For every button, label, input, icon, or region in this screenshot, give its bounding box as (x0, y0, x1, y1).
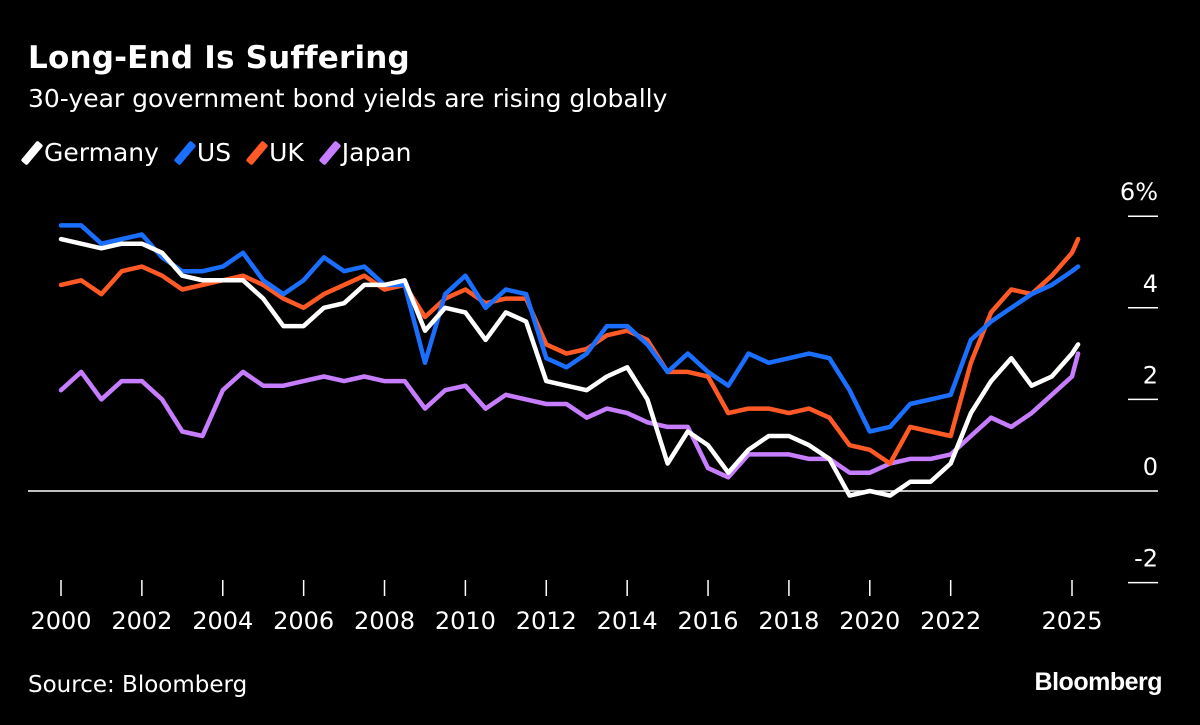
legend-label: UK (269, 138, 304, 167)
y-tick-label: 0 (1143, 453, 1158, 481)
x-tick-label: 2002 (111, 607, 172, 635)
legend-item-japan: Japan (318, 138, 412, 167)
x-tick-label: 2018 (758, 607, 819, 635)
series-line-germany (58, 236, 1081, 498)
series-line-japan (58, 351, 1081, 480)
legend-label: Germany (44, 138, 159, 167)
x-tick-label: 2022 (920, 607, 981, 635)
x-tick-label: 2025 (1041, 607, 1102, 635)
x-tick-label: 2008 (354, 607, 415, 635)
x-tick-label: 2000 (30, 607, 91, 635)
bloomberg-logo: Bloomberg (1034, 668, 1163, 696)
chart-title: Long-End Is Suffering (28, 40, 410, 76)
x-tick-label: 2020 (839, 607, 900, 635)
source-note: Source: Bloomberg (28, 672, 248, 698)
x-tick-label: 2010 (435, 607, 496, 635)
x-tick-label: 2014 (597, 607, 658, 635)
x-tick-label: 2016 (678, 607, 739, 635)
legend-item-germany: Germany (20, 138, 159, 167)
x-tick-label: 2006 (273, 607, 334, 635)
chart-subtitle: 30-year government bond yields are risin… (28, 84, 668, 113)
y-tick-label: 4 (1143, 270, 1158, 298)
y-tick-label: 6% (1120, 178, 1158, 206)
x-tick-label: 2004 (192, 607, 253, 635)
series-line-uk (58, 236, 1081, 466)
legend-item-us: US (173, 138, 232, 167)
y-tick-label: 2 (1143, 361, 1158, 389)
legend-item-uk: UK (245, 138, 304, 167)
y-tick-label: -2 (1134, 545, 1158, 573)
legend-label: US (196, 138, 232, 167)
legend-label: Japan (341, 138, 412, 167)
series-line-us (58, 223, 1081, 434)
legend: Germany US UK Japan (20, 138, 412, 167)
x-tick-label: 2012 (516, 607, 577, 635)
